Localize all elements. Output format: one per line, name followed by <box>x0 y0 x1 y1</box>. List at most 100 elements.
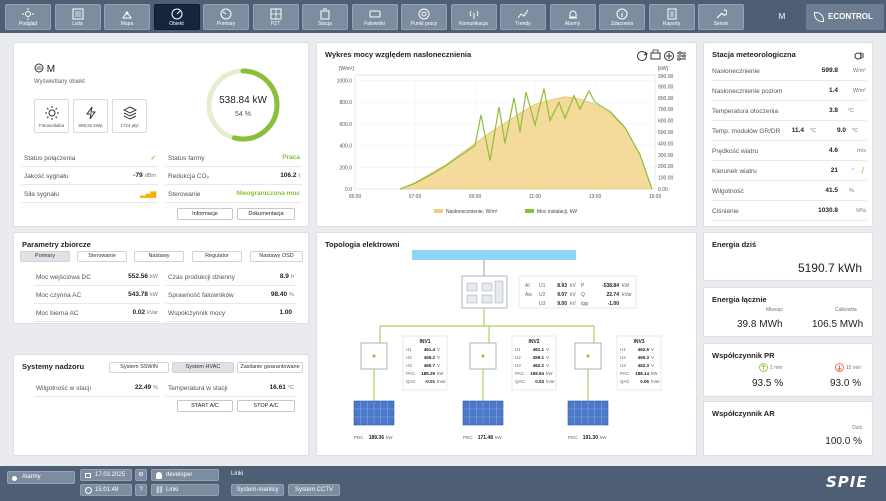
nav-falowniki[interactable]: Falowniki <box>351 4 398 30</box>
parameter-label: Czas produkcji dzienny <box>168 274 235 281</box>
logo-text: ECONTROL <box>828 12 873 21</box>
pr-caption-15min: 15 min <box>846 365 862 371</box>
row-label: Status połączenia <box>24 155 76 162</box>
reading-value: 462.3 <box>638 363 650 368</box>
nav-zdarzenia[interactable]: Zdarzenia <box>599 4 645 30</box>
tab-regulator[interactable]: Regulator <box>192 251 242 262</box>
user-icon <box>156 472 162 479</box>
info-button[interactable]: Informacje <box>177 208 233 220</box>
meter-cell: Aw <box>525 292 532 298</box>
map-icon <box>122 11 132 19</box>
control-row: Sterowanie Nieograniczona moc <box>166 185 302 203</box>
nav-lista[interactable]: Lista <box>54 4 101 30</box>
solar-array-icon <box>462 400 504 426</box>
topology-title: Topologia elektrowni <box>325 240 400 249</box>
inverter-name: INV3 <box>633 339 644 345</box>
gauge-icon <box>171 8 182 20</box>
alarm-icon <box>568 10 577 19</box>
left-tick-label: 400.0 <box>339 144 352 150</box>
legend-swatch-power <box>525 209 534 213</box>
nav-label: Obiekt <box>169 21 184 27</box>
nav-pzt[interactable]: PZT <box>252 4 299 30</box>
inverter-readings-box <box>402 335 448 391</box>
nav-komunikacja[interactable]: Komunikacja <box>450 4 497 30</box>
nav-raporty[interactable]: Raporty <box>648 4 695 30</box>
legend-swatch-irradiance <box>434 209 443 213</box>
parameter-value: 0.02 kVar <box>132 309 158 316</box>
user-display[interactable]: developer <box>151 469 219 481</box>
reading-unit: V <box>651 355 654 360</box>
energy-today-title: Energia dziś <box>712 240 757 249</box>
status-connection-row: Status połączenia ✓ <box>22 149 158 167</box>
user-initial[interactable]: M <box>778 12 786 21</box>
nav-trendy[interactable]: Trendy <box>500 4 546 30</box>
tab-control[interactable]: Sterowanie <box>77 251 127 262</box>
meter-cell: U3 <box>539 301 546 307</box>
start-ac-button[interactable]: START A/C <box>177 400 233 412</box>
right-tick-label: 990.00 <box>658 74 674 80</box>
station-temperature-row: Temperatura w stacji 16.61 °C <box>166 379 296 397</box>
reading-unit: kVar <box>651 379 660 384</box>
tab-sswin[interactable]: System SSWiN <box>109 362 169 373</box>
time-display: 15:01:48 <box>80 484 132 496</box>
object-name: M <box>34 63 55 75</box>
meter-cell: 8.93 <box>557 283 567 289</box>
supervision-systems-title: Systemy nadzoru <box>22 362 85 371</box>
series-power <box>399 88 653 190</box>
settings-sliders-icon[interactable] <box>677 51 686 61</box>
plan-icon <box>270 8 281 20</box>
tab-ups[interactable]: Zasilanie gwarantowane <box>237 362 303 373</box>
nav-mapa[interactable]: Mapa <box>104 4 150 30</box>
grid-bus <box>412 250 576 260</box>
print-icon[interactable] <box>650 49 661 60</box>
tab-measurements[interactable]: Pomiary <box>20 251 70 262</box>
nav-alarmy[interactable]: Alarmy <box>549 4 596 30</box>
pr-value-1min: 93.5 % <box>752 378 784 389</box>
legend-label-power: Moc instalacji, kW <box>537 209 577 215</box>
total-energy-value: 106.5 MWh <box>812 319 864 330</box>
nav-pomiary[interactable]: Pomiary <box>203 4 249 30</box>
reading-unit: kW <box>546 371 553 376</box>
tab-settings[interactable]: Nastawy <box>134 251 184 262</box>
right-tick-label: 600.00 <box>658 119 674 125</box>
link-button-cctv[interactable]: System CCTV <box>288 484 340 496</box>
links-button[interactable]: ⛓ Linki <box>151 484 219 496</box>
documentation-button[interactable]: Dokumentacja <box>237 208 295 220</box>
alarms-button[interactable]: Alarmy <box>7 471 75 484</box>
object-name-text: M <box>46 64 56 75</box>
refresh-icon[interactable] <box>637 51 648 61</box>
left-tick-label: 600.0 <box>339 122 352 128</box>
top-navigation: Podgląd Lista Mapa Obiekt Pomiary PZT Stacja Fa… <box>0 0 886 33</box>
stop-ac-button[interactable]: STOP A/C <box>237 400 295 412</box>
energy-today-panel: Energia dziś 5190.7 kWh <box>703 232 873 281</box>
gear-icon[interactable]: ⚙ <box>135 469 147 481</box>
help-icon[interactable]: ? <box>135 484 147 496</box>
left-tick-label: 200.0 <box>339 165 352 171</box>
meter-cell: 22.74 <box>606 292 619 298</box>
x-tick-label: 05:00 <box>349 194 362 200</box>
tab-hvac[interactable]: System HVAC <box>172 362 234 373</box>
nav-serwis[interactable]: Serwis <box>698 4 744 30</box>
nav-label: Raporty <box>662 21 681 27</box>
weather-sensor-icon <box>854 52 864 60</box>
row-value: Praca <box>282 154 300 161</box>
nav-stacja[interactable]: Stacja <box>302 4 348 30</box>
reading-label: U3 <box>515 363 521 368</box>
calendar-icon <box>85 473 91 478</box>
add-icon[interactable] <box>664 51 674 61</box>
reading-value: -0.01 <box>425 379 436 384</box>
weather-row: Prędkość wiatru 4.6 m/s <box>712 142 866 161</box>
tab-osd-settings[interactable]: Nastawy OSD <box>250 251 303 262</box>
parameter-row: Sprawność falowników 98.40% <box>166 286 296 304</box>
link-button-1[interactable]: System-manlicy <box>231 484 284 496</box>
inverter-readings-box <box>616 335 662 391</box>
reading-label: U3 <box>620 363 626 368</box>
nav-punkt-pracy[interactable]: Punkt pracy <box>401 4 447 30</box>
nav-obiekt[interactable]: Obiekt <box>153 4 200 30</box>
report-icon <box>667 8 676 20</box>
check-icon: ✓ <box>150 155 156 162</box>
nav-podgląd[interactable]: Podgląd <box>5 4 51 30</box>
